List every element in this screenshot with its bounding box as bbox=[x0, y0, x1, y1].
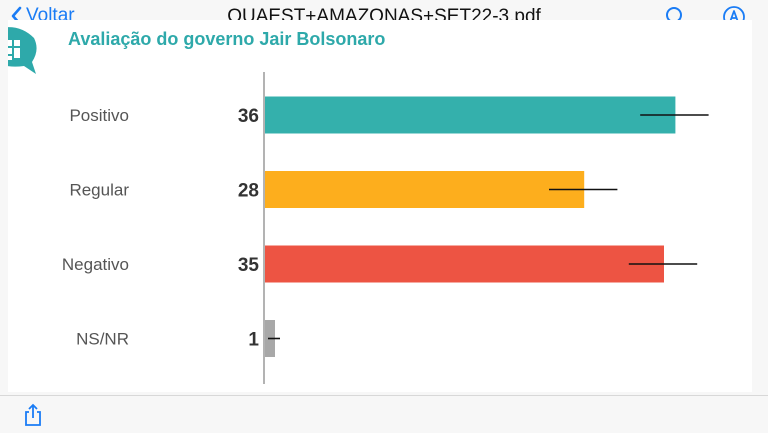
value-label: 1 bbox=[248, 330, 259, 351]
category-label: NS/NR bbox=[76, 330, 129, 349]
chart-title: Avaliação do governo Jair Bolsonaro bbox=[68, 29, 386, 49]
value-label: 36 bbox=[238, 106, 259, 127]
share-icon[interactable] bbox=[22, 403, 44, 427]
category-label: Negativo bbox=[62, 255, 129, 274]
bottom-toolbar bbox=[0, 395, 768, 433]
bar-regular bbox=[265, 171, 585, 208]
category-label: Regular bbox=[69, 181, 129, 200]
bar-positivo bbox=[265, 96, 676, 134]
value-label: 28 bbox=[238, 181, 259, 202]
pdf-page: Avaliação do governo Jair Bolsonaro Posi… bbox=[8, 20, 752, 392]
quaest-logo-icon bbox=[8, 27, 37, 74]
value-label: 35 bbox=[238, 255, 260, 276]
bar-negativo bbox=[265, 245, 664, 283]
bar-chart: Positivo 36 Regular 28 Negativo 35 NS/NR 1 bbox=[62, 72, 709, 384]
category-label: Positivo bbox=[69, 106, 129, 125]
